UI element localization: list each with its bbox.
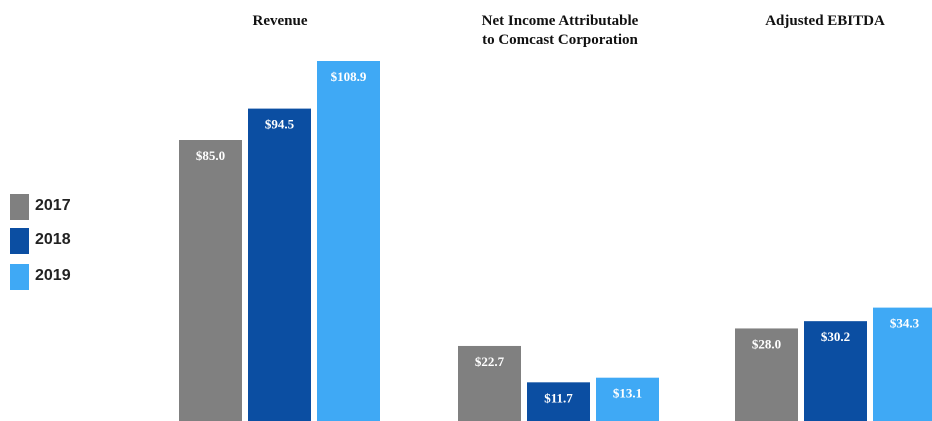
data-label-net-income-attributable-2019: $13.1 — [613, 386, 642, 401]
data-label-adjusted-ebitda-2019: $34.3 — [890, 316, 920, 331]
bar-net-income-attributable-2018 — [527, 382, 590, 421]
legend-item-2019: 2019 — [10, 264, 130, 290]
bar-revenue-2017 — [179, 140, 242, 421]
bar-net-income-attributable-2017 — [458, 345, 521, 421]
bar-adjusted-ebitda-2019 — [873, 307, 932, 421]
group-title-revenue: Revenue — [252, 13, 308, 29]
bar-revenue-2019 — [317, 61, 380, 421]
legend-swatch-2018 — [10, 228, 29, 254]
data-label-net-income-attributable-2017: $22.7 — [475, 354, 505, 369]
data-label-adjusted-ebitda-2017: $28.0 — [752, 336, 781, 351]
group-title-adjusted-ebitda: Adjusted EBITDA — [765, 13, 885, 29]
data-label-adjusted-ebitda-2018: $30.2 — [821, 329, 850, 344]
bar-adjusted-ebitda-2018 — [804, 321, 867, 421]
legend-item-2017: 2017 — [10, 194, 130, 220]
bar-net-income-attributable-2019 — [596, 377, 659, 421]
data-label-revenue-2017: $85.0 — [196, 148, 225, 163]
data-label-revenue-2019: $108.9 — [331, 69, 367, 84]
legend-label-2017: 2017 — [35, 197, 71, 214]
data-label-revenue-2018: $94.5 — [265, 117, 295, 132]
legend: 2017 2018 2019 — [10, 194, 130, 294]
legend-label-2019: 2019 — [35, 267, 71, 284]
bar-adjusted-ebitda-2017 — [735, 328, 798, 421]
bar-revenue-2018 — [248, 108, 311, 421]
legend-swatch-2019 — [10, 264, 29, 290]
group-title-net-income: Net Income Attributable to Comcast Corpo… — [481, 13, 639, 48]
data-label-net-income-attributable-2018: $11.7 — [544, 390, 573, 405]
legend-label-2018: 2018 — [35, 231, 71, 248]
legend-item-2018: 2018 — [10, 228, 130, 254]
legend-swatch-2017 — [10, 194, 29, 220]
